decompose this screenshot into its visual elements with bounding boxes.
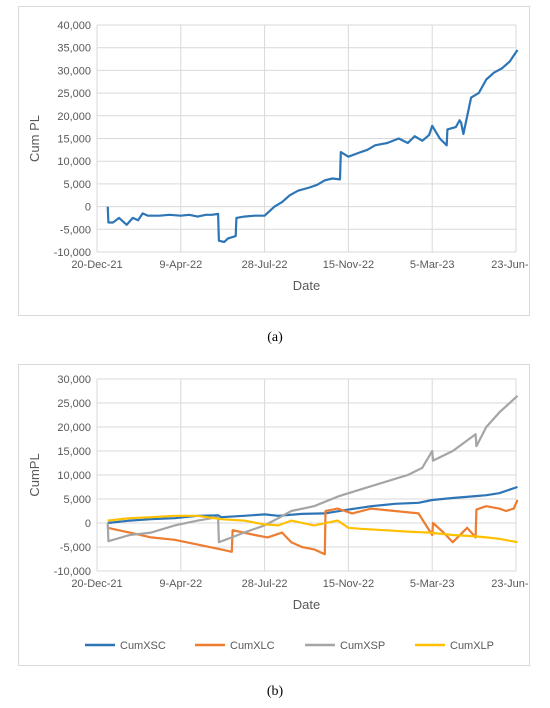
legend-label: CumXSP bbox=[340, 640, 385, 652]
x-axis-title: Date bbox=[293, 597, 320, 612]
y-tick-label: 0 bbox=[85, 518, 91, 530]
y-tick-label: 5,000 bbox=[63, 494, 91, 506]
y-tick-label: -10,000 bbox=[54, 247, 91, 259]
y-tick-label: 0 bbox=[85, 202, 91, 214]
x-tick-label: 5-Mar-23 bbox=[410, 259, 455, 271]
legend-label: CumXSC bbox=[120, 640, 166, 652]
caption-b: (b) bbox=[266, 684, 284, 699]
x-tick-label: 9-Apr-22 bbox=[159, 259, 202, 271]
x-tick-label: 15-Nov-22 bbox=[323, 259, 374, 271]
x-tick-label: 15-Nov-22 bbox=[323, 578, 374, 590]
chart-b-panel: -10,000 -5,000 0 5,000 10,000 15,000 20,000 25,… bbox=[18, 364, 541, 666]
y-tick-label: 20,000 bbox=[57, 111, 91, 123]
y-tick-label: 20,000 bbox=[57, 422, 91, 434]
x-tick-label: 23-Jun-23 bbox=[491, 259, 529, 271]
y-axis-title: CumPL bbox=[27, 453, 42, 496]
y-tick-label: 25,000 bbox=[57, 398, 91, 410]
chart-a-panel: -10,000 -5,000 0 5,000 10,000 15,000 20,000 25,… bbox=[18, 6, 541, 316]
y-tick-label: 15,000 bbox=[57, 446, 91, 458]
series-line-cumxlp bbox=[107, 514, 518, 544]
y-tick-label: 25,000 bbox=[57, 88, 91, 100]
chart-a-svg: -10,000 -5,000 0 5,000 10,000 15,000 20,000 25,… bbox=[27, 20, 541, 293]
caption-a: (a) bbox=[267, 330, 283, 345]
series-line-cumxlc bbox=[107, 499, 519, 556]
legend-label: CumXLC bbox=[230, 640, 275, 652]
y-tick-label: 35,000 bbox=[57, 43, 91, 55]
x-tick-label: 23-Jun-23 bbox=[491, 578, 529, 590]
y-tick-label: -5,000 bbox=[60, 224, 91, 236]
y-tick-label: -5,000 bbox=[60, 542, 91, 554]
series-line-cumxsp bbox=[106, 394, 519, 544]
y-tick-label: 30,000 bbox=[57, 65, 91, 77]
y-tick-label: -10,000 bbox=[54, 566, 91, 578]
y-tick-label: 5,000 bbox=[63, 179, 91, 191]
legend-label: CumXLP bbox=[450, 640, 494, 652]
y-tick-label: 40,000 bbox=[57, 20, 91, 32]
series-line-cumxsc bbox=[107, 485, 518, 525]
series-line bbox=[106, 49, 519, 244]
y-tick-label: 10,000 bbox=[57, 156, 91, 168]
x-tick-label: 5-Mar-23 bbox=[410, 578, 455, 590]
y-axis-title: Cum PL bbox=[27, 115, 42, 162]
y-tick-label: 15,000 bbox=[57, 134, 91, 146]
y-tick-label: 10,000 bbox=[57, 470, 91, 482]
x-tick-label: 28-Jul-22 bbox=[242, 259, 288, 271]
y-tick-label: 30,000 bbox=[57, 374, 91, 386]
x-tick-label: 9-Apr-22 bbox=[159, 578, 202, 590]
chart-b-svg: -10,000 -5,000 0 5,000 10,000 15,000 20,000 25,… bbox=[27, 374, 541, 652]
x-axis-title: Date bbox=[293, 278, 320, 293]
x-tick-label: 28-Jul-22 bbox=[242, 578, 288, 590]
x-tick-label: 20-Dec-21 bbox=[71, 259, 122, 271]
x-tick-label: 20-Dec-21 bbox=[71, 578, 122, 590]
